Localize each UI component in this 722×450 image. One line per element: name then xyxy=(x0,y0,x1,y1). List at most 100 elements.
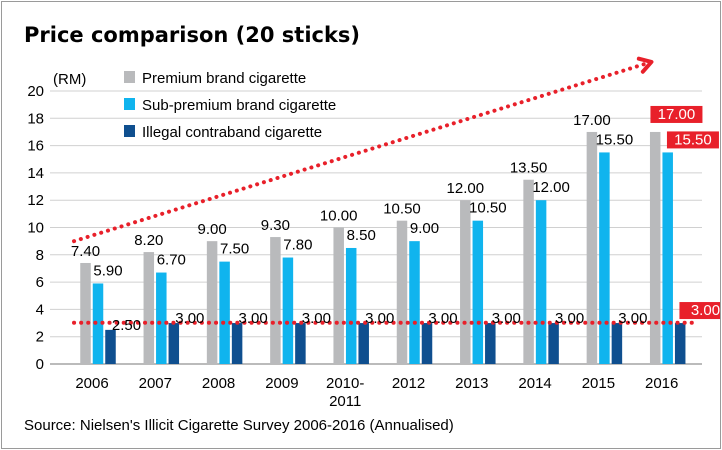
y-tick-label: 2 xyxy=(36,329,44,346)
bar xyxy=(92,283,104,364)
bar-value-label: 10.00 xyxy=(320,208,358,225)
y-tick-label: 8 xyxy=(36,247,44,264)
bar xyxy=(396,220,408,364)
bar xyxy=(523,179,534,364)
bar-value-label: 3.00 xyxy=(238,310,267,327)
bar xyxy=(358,323,369,364)
source-note: Source: Nielsen's Illicit Cigarette Surv… xyxy=(24,417,454,434)
legend-label: Sub-premium brand cigarette xyxy=(142,97,336,114)
highlight-box xyxy=(650,105,703,123)
x-axis-ticks: 2006 2007 2008 2009 2010-2011 2012 2013 2014 201… xyxy=(75,375,678,410)
bar-value-label: 10.50 xyxy=(469,200,507,217)
x-tick-label: 2013 xyxy=(455,375,488,392)
bar xyxy=(649,131,661,364)
y-tick-label: 12 xyxy=(27,192,44,209)
legend-label: Premium brand cigarette xyxy=(142,70,306,87)
highlight-box xyxy=(666,131,719,149)
bar xyxy=(599,152,610,364)
bar xyxy=(231,323,243,364)
x-tick-label: 2014 xyxy=(518,375,551,392)
x-tick-label: 2011 xyxy=(329,393,361,410)
bar-value-label: 12.00 xyxy=(532,179,570,196)
bar-value-label: 3.00 xyxy=(365,310,394,327)
bar xyxy=(674,323,686,364)
chart-title: Price comparison (20 sticks) xyxy=(24,23,360,47)
bar-value-label: 12.00 xyxy=(447,180,485,197)
legend-swatch xyxy=(124,125,135,137)
bar xyxy=(168,323,180,364)
bar xyxy=(345,247,357,364)
bar xyxy=(105,329,116,364)
legend-swatch xyxy=(124,71,135,83)
bar xyxy=(295,323,306,364)
bar-value-label: 9.00 xyxy=(197,221,226,238)
x-tick-label: 2016 xyxy=(645,375,678,392)
bar-value-label: 3.00 xyxy=(618,310,647,327)
bar-value-label: 7.80 xyxy=(283,237,312,254)
y-unit-label: (RM) xyxy=(53,71,86,88)
bar xyxy=(460,200,471,364)
x-tick-label: 2012 xyxy=(392,375,425,392)
bar-value-label: 6.70 xyxy=(157,252,186,269)
bar-value-label: 8.20 xyxy=(134,232,163,249)
y-tick-label: 0 xyxy=(36,356,44,373)
bars xyxy=(80,131,686,364)
bar xyxy=(472,220,484,364)
legend: Premium brand cigarette Sub-premium brand… xyxy=(124,70,336,141)
rising-trend-line xyxy=(72,61,648,244)
y-tick-label: 16 xyxy=(27,138,44,155)
trend-arrowhead xyxy=(636,56,654,74)
x-tick-label: 2015 xyxy=(582,375,615,392)
y-tick-label: 14 xyxy=(27,165,44,182)
highlight-box xyxy=(679,302,720,320)
highlight-value-label: 17.00 xyxy=(658,106,696,123)
bar xyxy=(662,152,673,364)
bar xyxy=(333,227,344,364)
y-tick-label: 18 xyxy=(27,110,44,127)
x-tick-label: 2009 xyxy=(265,375,298,392)
y-tick-label: 20 xyxy=(27,83,44,100)
bar xyxy=(219,261,230,364)
bar-value-label: 3.00 xyxy=(175,310,204,327)
bar xyxy=(586,131,598,364)
bar-value-label: 8.50 xyxy=(347,227,376,244)
y-tick-label: 4 xyxy=(36,301,44,318)
bar xyxy=(535,200,547,364)
bar xyxy=(409,241,420,364)
bar xyxy=(80,262,91,364)
legend-swatch xyxy=(124,98,135,110)
bar-value-label: 17.00 xyxy=(573,112,611,129)
bar-value-label: 3.00 xyxy=(555,310,584,327)
bar xyxy=(548,323,559,364)
x-tick-label: 2007 xyxy=(139,375,172,392)
bar-value-label: 7.50 xyxy=(220,241,249,258)
x-tick-label: 2008 xyxy=(202,375,235,392)
x-tick-label: 2010- xyxy=(326,375,364,392)
bar-value-label: 5.90 xyxy=(93,262,122,279)
bar xyxy=(143,252,155,364)
bar-value-label: 13.50 xyxy=(510,160,548,177)
legend-label: Illegal contraband cigarette xyxy=(142,124,322,141)
y-tick-label: 10 xyxy=(27,220,44,237)
y-tick-label: 6 xyxy=(36,274,44,291)
bar xyxy=(282,257,294,364)
bar-value-label: 9.00 xyxy=(410,220,439,237)
bar xyxy=(611,323,623,364)
bar-value-label: 3.00 xyxy=(302,310,331,327)
highlight-value-label: 3.00 xyxy=(691,302,720,319)
bar-value-label: 2.50 xyxy=(112,317,141,334)
bar-value-label: 3.00 xyxy=(428,310,457,327)
bar xyxy=(421,323,433,364)
bar-labels: 7.40 8.20 9.00 9.30 10.00 10.50 12.00 13.50 17.0… xyxy=(71,105,720,334)
bar-value-label: 7.40 xyxy=(71,243,100,260)
x-tick-label: 2006 xyxy=(75,375,108,392)
y-axis-ticks: 0 2 4 6 8 10 12 14 16 18 20 xyxy=(27,83,44,373)
highlight-value-label: 15.50 xyxy=(674,131,712,148)
bar-value-label: 9.30 xyxy=(261,217,290,234)
bar-value-label: 15.50 xyxy=(596,131,634,148)
bar-value-label: 3.00 xyxy=(492,310,521,327)
trend-lines xyxy=(72,56,696,325)
bar xyxy=(156,272,167,364)
